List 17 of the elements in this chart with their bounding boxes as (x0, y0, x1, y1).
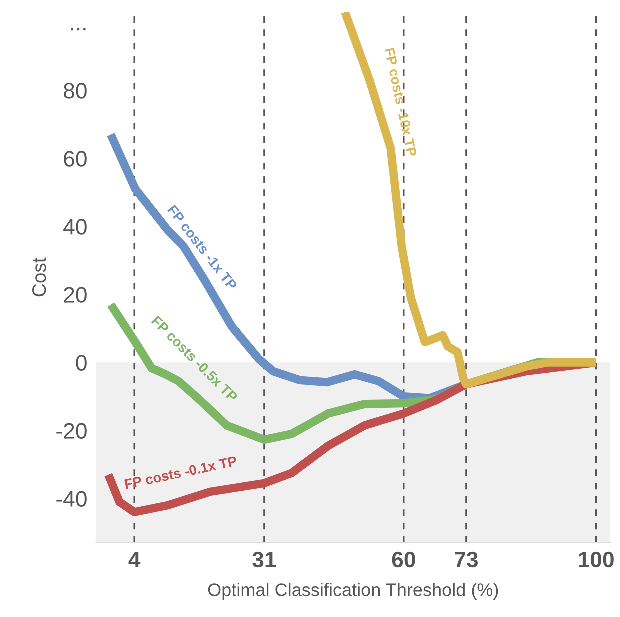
x-tick-label: 73 (455, 552, 478, 568)
y-tick-label: 20 (64, 287, 87, 303)
annotation: FP costs -10x TP (384, 48, 418, 158)
y-tick-label: ... (71, 28, 86, 31)
x-axis-title: Optimal Classification Threshold (%) (208, 583, 498, 600)
y-tick-label: -20 (56, 423, 87, 439)
annotation: FP costs -0.1x TP (124, 456, 238, 490)
x-tick-label: 100 (579, 552, 614, 568)
y-tick-label: 80 (64, 83, 87, 99)
x-tick-label: 60 (392, 552, 416, 568)
y-tick-label: -40 (56, 491, 87, 508)
y-tick-label: 40 (64, 219, 87, 235)
x-tick-label: 31 (252, 552, 276, 568)
y-tick-label: 0 (76, 355, 87, 371)
x-tick-label: 4 (128, 552, 141, 568)
y-tick-label: 60 (64, 151, 87, 167)
y-axis-title: Cost (32, 258, 46, 297)
